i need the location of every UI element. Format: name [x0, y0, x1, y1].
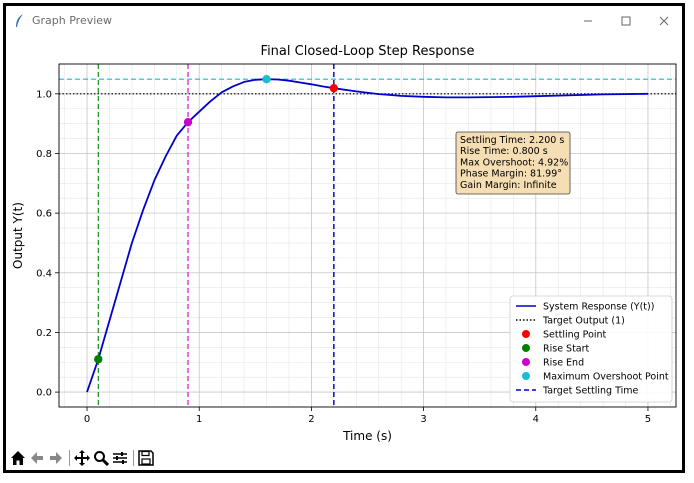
axes-frame [58, 63, 677, 408]
pan-icon [74, 450, 90, 466]
legend-marker-swatch [522, 330, 530, 338]
forward-arrow-icon [50, 452, 62, 464]
step-response-chart: Final Closed-Loop Step Response 0 1 2 3 4 5 0.0… [11, 44, 677, 443]
save-icon [138, 450, 154, 466]
zoom-button[interactable] [92, 449, 110, 467]
back-button[interactable] [28, 449, 46, 467]
y-tick-label: 1.0 [36, 89, 52, 100]
home-button[interactable] [9, 449, 27, 467]
legend-label: Maximum Overshoot Point [543, 372, 669, 383]
legend-label: Rise End [543, 358, 584, 369]
zoom-icon [94, 451, 109, 466]
window-title: Graph Preview [32, 14, 113, 27]
stats-annotation-box [455, 131, 571, 195]
close-icon [659, 16, 669, 26]
legend-label: Target Output (1) [542, 316, 625, 327]
y-tick-label: 0.6 [36, 209, 52, 220]
minimize-icon [584, 20, 592, 22]
legend-box [509, 295, 673, 403]
maximize-icon [621, 16, 631, 26]
x-tick-label: 3 [420, 414, 426, 425]
x-tick-label: 5 [645, 414, 651, 425]
toolbar-separator [69, 450, 70, 466]
figure-canvas[interactable]: Final Closed-Loop Step Response 0 1 2 3 4 5 0.0… [6, 36, 682, 450]
close-button[interactable] [653, 12, 675, 30]
app-window: Graph Preview Final Closed-Loop Step Res… [3, 3, 685, 473]
stats-annotation-line: Settling Time: 2.200 s [460, 135, 564, 146]
x-axis-label: Time (s) [342, 429, 392, 443]
key-point [262, 75, 271, 84]
stats-annotation-line: Rise Time: 0.800 s [460, 146, 548, 157]
legend-label: Settling Point [543, 330, 607, 341]
configure-subplots-button[interactable] [111, 449, 129, 467]
save-button[interactable] [137, 449, 155, 467]
response-line [86, 78, 649, 393]
back-arrow-icon [31, 452, 43, 464]
legend-label: Target Settling Time [542, 386, 638, 397]
stats-annotation-line: Phase Margin: 81.99° [460, 169, 562, 180]
legend-marker-swatch [522, 344, 530, 352]
x-tick-label: 1 [196, 414, 202, 425]
stats-annotation-line: Max Overshoot: 4.92% [460, 157, 568, 168]
y-tick-label: 0.0 [36, 388, 52, 399]
navigation-toolbar [6, 446, 682, 470]
x-tick-label: 2 [308, 414, 314, 425]
legend-label: System Response (Y(t)) [543, 302, 654, 313]
configure-subplots-icon [113, 452, 127, 464]
key-point [183, 117, 193, 127]
y-axis-label: Output Y(t) [11, 202, 25, 269]
y-tick-label: 0.4 [36, 268, 52, 279]
feather-app-icon [16, 14, 23, 27]
y-tick-label: 0.8 [36, 149, 52, 160]
toolbar-separator [133, 450, 134, 466]
maximize-button[interactable] [615, 12, 637, 30]
x-tick-label: 4 [533, 414, 539, 425]
pan-button[interactable] [73, 449, 91, 467]
chart-title: Final Closed-Loop Step Response [261, 44, 475, 59]
y-tick-label: 0.2 [36, 328, 52, 339]
stats-annotation-line: Gain Margin: Infinite [460, 180, 557, 191]
legend-marker-swatch [522, 358, 530, 366]
key-point [329, 83, 339, 93]
home-icon [11, 451, 25, 465]
minimize-button[interactable] [577, 12, 599, 30]
legend-marker-swatch [522, 372, 530, 380]
title-bar: Graph Preview [6, 6, 682, 36]
x-tick-label: 0 [84, 414, 90, 425]
key-point [94, 355, 103, 364]
legend-label: Rise Start [543, 344, 590, 355]
forward-button[interactable] [47, 449, 65, 467]
